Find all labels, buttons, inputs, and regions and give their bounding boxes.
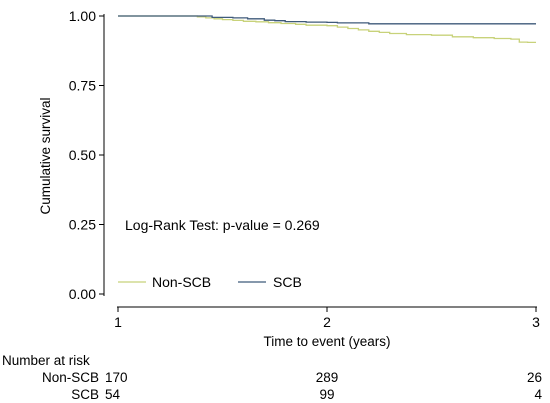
y-tick-label: 0.75 [69,78,96,94]
log-rank-annotation: Log-Rank Test: p-value = 0.269 [125,217,320,233]
risk-table-title: Number at risk [2,353,90,368]
risk-value: 170 [105,370,128,385]
y-tick-label: 0.00 [69,286,96,302]
legend-label: SCB [273,274,302,290]
series-line-scb [118,15,536,25]
risk-value: 26 [527,370,542,385]
series-line-non-scb [118,15,536,44]
y-tick-label: 0.50 [69,147,96,163]
y-axis-title: Cumulative survival [38,97,53,214]
risk-value: 54 [105,387,121,402]
risk-row-label: Non-SCB [42,370,99,385]
x-axis-title: Time to event (years) [263,334,390,349]
x-tick-label: 2 [323,314,331,330]
risk-value: 4 [534,387,542,402]
x-tick-label: 1 [114,314,122,330]
risk-value: 99 [319,387,334,402]
legend-label: Non-SCB [152,274,211,290]
y-tick-label: 1.00 [69,8,96,24]
risk-row-label: SCB [71,387,99,402]
x-tick-label: 3 [532,314,540,330]
y-tick-label: 0.25 [69,217,96,233]
risk-value: 289 [316,370,339,385]
